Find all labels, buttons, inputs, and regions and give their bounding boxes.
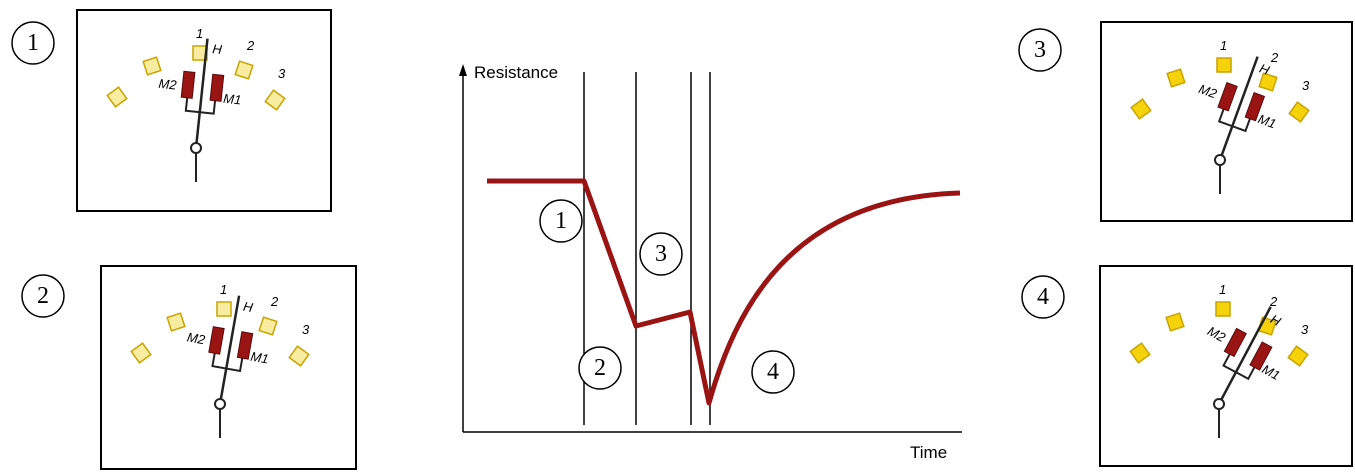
pivot xyxy=(215,399,225,409)
graph: Resistance Time 1 2 3 4 xyxy=(459,63,962,462)
pivot xyxy=(1215,155,1225,165)
contact-label: 1 xyxy=(1220,38,1227,53)
number-label: 2 xyxy=(37,283,49,309)
panel-frame xyxy=(77,10,331,211)
x-axis-label: Time xyxy=(910,443,947,462)
contact-label: 3 xyxy=(1302,78,1310,93)
contact xyxy=(1216,302,1230,316)
pivot xyxy=(191,143,201,153)
contact-label: 1 xyxy=(196,26,203,41)
number-label: 3 xyxy=(655,241,667,267)
number-label: 4 xyxy=(767,359,779,385)
y-axis-label: Resistance xyxy=(474,63,558,82)
brush-m2 xyxy=(181,71,195,98)
y-arrow xyxy=(459,64,467,76)
contact-label: 2 xyxy=(246,38,255,53)
contact-label: 2 xyxy=(270,294,279,309)
contact-label: 1 xyxy=(1219,282,1226,297)
contact xyxy=(217,302,231,316)
number-label: 1 xyxy=(27,30,39,56)
brush-m1 xyxy=(210,74,224,101)
contact xyxy=(1217,58,1231,72)
number-label: 3 xyxy=(1034,37,1046,63)
label-m2: M2 xyxy=(158,76,178,93)
diagram: 1123HM2M12123HM2M13123HM2M14123HM2M1 Res… xyxy=(0,0,1355,476)
label-m1: M1 xyxy=(249,349,269,367)
panel-frame xyxy=(101,266,356,469)
pivot xyxy=(1214,399,1224,409)
contact-label: 1 xyxy=(220,282,227,297)
number-label: 2 xyxy=(594,355,606,381)
label-m1: M1 xyxy=(223,91,243,108)
number-label: 4 xyxy=(1037,284,1049,310)
contact-label: 3 xyxy=(302,322,310,337)
contact-label: 3 xyxy=(278,66,286,81)
contact-label: 3 xyxy=(1301,322,1309,337)
number-label: 1 xyxy=(555,208,567,234)
